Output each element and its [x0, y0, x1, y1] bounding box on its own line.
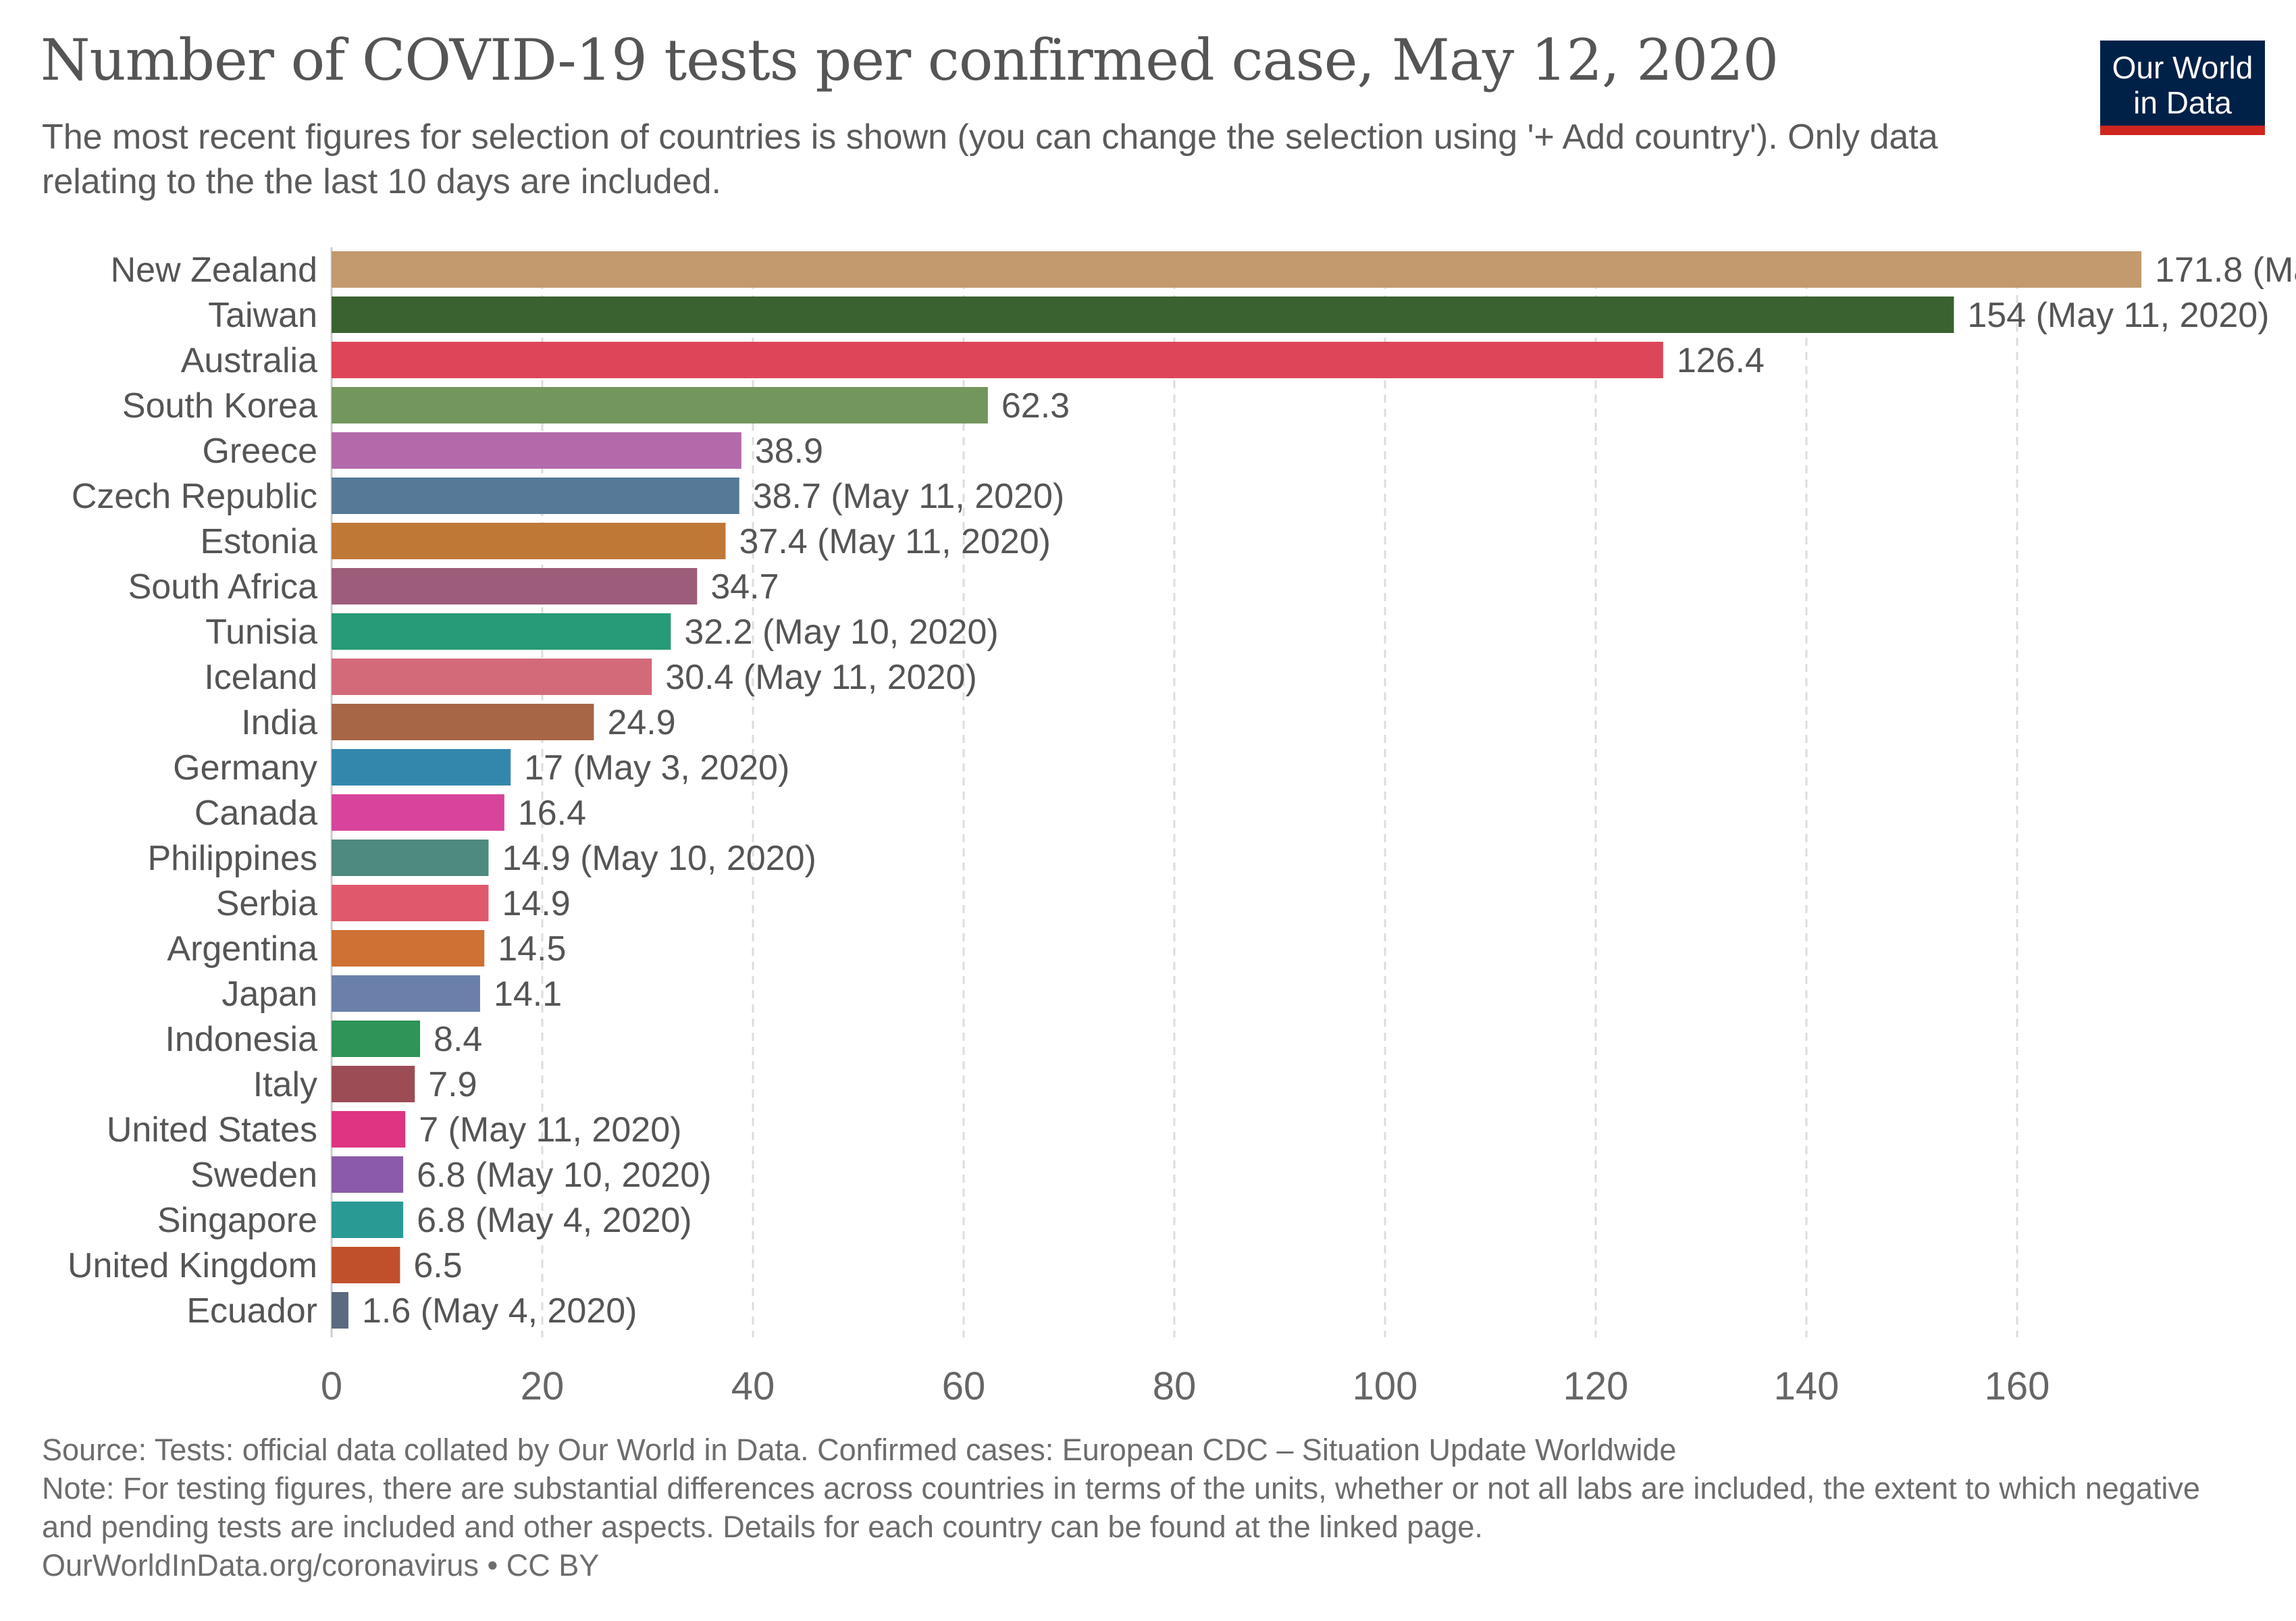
- bar: [332, 704, 594, 740]
- country-label: South Africa: [128, 567, 317, 607]
- value-label: 6.5: [413, 1246, 462, 1285]
- bar: [332, 478, 739, 514]
- logo-line-2: in Data: [2133, 85, 2232, 120]
- bar: [332, 749, 511, 786]
- value-label: 7.9: [428, 1065, 477, 1104]
- bar: [332, 342, 1663, 378]
- value-label: 14.1: [494, 975, 562, 1014]
- source-note: Source: Tests: official data collated by…: [42, 1433, 1677, 1467]
- country-label: New Zealand: [111, 251, 317, 290]
- bar: [332, 930, 485, 967]
- country-label: Germany: [173, 748, 317, 788]
- bar: [332, 975, 480, 1012]
- bar: [332, 885, 489, 921]
- chart-subtitle: The most recent figures for selection of…: [42, 118, 1938, 201]
- bar: [332, 1066, 415, 1102]
- value-label: 37.4 (May 11, 2020): [739, 522, 1051, 561]
- chart-footer: Source: Tests: official data collated by…: [42, 1431, 2257, 1585]
- value-label: 6.8 (May 4, 2020): [417, 1201, 692, 1240]
- bar: [332, 840, 489, 876]
- country-label: Australia: [181, 341, 317, 380]
- x-tick-label: 120: [1563, 1364, 1629, 1408]
- gridlines: [330, 247, 2018, 1337]
- country-label: Iceland: [204, 658, 317, 697]
- value-label: 38.9: [755, 432, 823, 471]
- country-label: Argentina: [167, 929, 317, 969]
- value-label: 126.4: [1677, 341, 1765, 380]
- value-label: 30.4 (May 11, 2020): [665, 658, 977, 697]
- country-label: South Korea: [122, 386, 317, 426]
- value-label: 32.2 (May 10, 2020): [684, 613, 998, 652]
- x-axis-ticks: 0 20 40 60 80 100 120 140 160: [321, 1364, 2050, 1408]
- x-tick-label: 100: [1353, 1364, 1418, 1408]
- value-label: 171.8 (May 11, 2020): [2155, 251, 2296, 290]
- bar: [332, 794, 504, 831]
- chart-title: Number of COVID-19 tests per confirmed c…: [41, 27, 1779, 93]
- country-label: Estonia: [201, 522, 318, 561]
- country-label: Sweden: [190, 1156, 317, 1195]
- value-label: 14.9 (May 10, 2020): [502, 839, 816, 878]
- value-label: 14.9: [502, 884, 570, 923]
- x-tick-label: 80: [1153, 1364, 1197, 1408]
- country-label: Tunisia: [205, 613, 317, 652]
- value-label: 7 (May 11, 2020): [419, 1110, 681, 1150]
- bars: [332, 251, 2142, 1329]
- bar: [332, 297, 1954, 333]
- country-label: Indonesia: [165, 1020, 317, 1059]
- x-tick-label: 160: [1985, 1364, 2050, 1408]
- country-labels: New Zealand Taiwan Australia South Korea Gre…: [68, 251, 317, 1331]
- logo-line-1: Our World: [2112, 50, 2253, 85]
- owid-logo[interactable]: Our World in Data: [2100, 41, 2265, 135]
- bar: [332, 1292, 348, 1329]
- bar: [332, 659, 652, 695]
- country-label: Canada: [194, 794, 317, 833]
- country-label: Singapore: [157, 1201, 317, 1240]
- country-label: Philippines: [148, 839, 318, 878]
- country-label: Italy: [253, 1065, 317, 1104]
- country-label: Japan: [221, 975, 317, 1014]
- value-label: 16.4: [518, 794, 586, 833]
- bar-chart: New Zealand Taiwan Australia South Korea Gre…: [68, 247, 2296, 1408]
- bar: [332, 251, 2142, 288]
- value-label: 17 (May 3, 2020): [524, 748, 789, 788]
- value-label: 154 (May 11, 2020): [1967, 296, 2269, 335]
- country-label: India: [241, 703, 317, 742]
- value-label: 14.5: [498, 929, 566, 969]
- value-label: 8.4: [434, 1020, 482, 1059]
- value-labels: 171.8 (May 11, 2020) 154 (May 11, 2020) 12…: [362, 251, 2296, 1331]
- country-label: Serbia: [216, 884, 317, 923]
- bar: [332, 1021, 421, 1057]
- bar: [332, 1247, 400, 1283]
- bar: [332, 1156, 404, 1193]
- logo-accent-bar: [2100, 126, 2265, 135]
- bar: [332, 523, 726, 559]
- value-label: 1.6 (May 4, 2020): [362, 1291, 637, 1331]
- country-label: Ecuador: [186, 1291, 317, 1331]
- country-label: Greece: [202, 432, 317, 471]
- x-tick-label: 40: [731, 1364, 775, 1408]
- country-label: United States: [107, 1110, 317, 1150]
- bar: [332, 613, 671, 650]
- value-label: 24.9: [607, 703, 675, 742]
- bar: [332, 432, 741, 469]
- value-label: 38.7 (May 11, 2020): [753, 477, 1065, 516]
- x-tick-label: 20: [521, 1364, 565, 1408]
- bar: [332, 568, 698, 604]
- bar: [332, 1202, 404, 1238]
- x-tick-label: 0: [321, 1364, 342, 1408]
- x-tick-label: 140: [1774, 1364, 1840, 1408]
- x-tick-label: 60: [942, 1364, 986, 1408]
- value-label: 62.3: [1001, 386, 1070, 426]
- source-link[interactable]: OurWorldInData.org/coronavirus • CC BY: [42, 1548, 600, 1583]
- value-label: 6.8 (May 10, 2020): [417, 1156, 711, 1195]
- country-label: Taiwan: [208, 296, 317, 335]
- value-label: 34.7: [710, 567, 779, 607]
- country-label: United Kingdom: [68, 1246, 317, 1285]
- bar: [332, 1111, 406, 1148]
- methodology-note: Note: For testing figures, there are sub…: [42, 1471, 2200, 1544]
- bar: [332, 387, 988, 423]
- country-label: Czech Republic: [72, 477, 317, 516]
